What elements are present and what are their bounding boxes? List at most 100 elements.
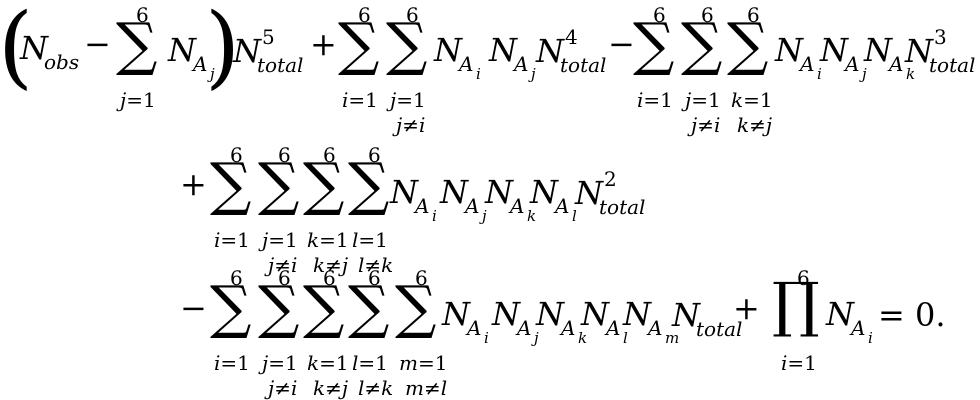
a-index: k (906, 65, 916, 83)
n-symbol: N (820, 31, 848, 69)
sum-equals: = (319, 228, 336, 252)
sum-cond-right: j (765, 113, 773, 137)
sum-start: 1 (759, 88, 773, 112)
sum-condition: m≠l (405, 378, 447, 398)
a-subscript: A (467, 316, 482, 340)
sum-lower-limit: k=1 (731, 90, 773, 110)
sum-not-equal: ≠ (423, 376, 441, 400)
a-index: l (623, 329, 628, 347)
minus-op: − (608, 25, 635, 63)
sum-equals: = (220, 228, 238, 252)
upper-six: 6 (358, 3, 371, 27)
n-symbol: N (485, 173, 513, 211)
upper-six: 6 (653, 3, 666, 27)
minus-op: − (180, 289, 207, 327)
a-subscript: A (800, 52, 815, 76)
sum-symbol: ∑ (633, 10, 675, 78)
sum-equals: = (691, 88, 708, 112)
n-total-symbol: N (233, 32, 261, 70)
sum-upper-limit: 6 (230, 268, 243, 288)
sum-symbol: ∑ (303, 150, 345, 218)
a-index: j (534, 329, 539, 347)
sum-lower-limit: j=1 (390, 90, 426, 110)
upper-six: 6 (415, 266, 428, 290)
sum-index: j (685, 88, 692, 112)
sum-upper-limit: 6 (323, 268, 336, 288)
sum-lower-limit: j=1 (685, 90, 721, 110)
sum-cond-left: j (396, 113, 403, 137)
sum-not-equal: ≠ (325, 253, 342, 277)
a-subscript: A (606, 316, 621, 340)
prod-symbol: ∏ (772, 270, 820, 340)
n-symbol: N (775, 31, 803, 69)
sum-symbol: ∑ (210, 273, 252, 341)
total-power: 5 (262, 25, 275, 49)
sum-start: 1 (237, 351, 250, 375)
sum-cond-left: k (313, 253, 326, 277)
total-power: 3 (934, 25, 947, 49)
sum-upper-limit: 6 (653, 5, 666, 25)
a-index: j (531, 65, 536, 83)
sum-condition: k≠j (313, 378, 348, 398)
upper-six: 6 (701, 3, 714, 27)
a-index: j (210, 65, 215, 83)
sum-not-equal: ≠ (697, 113, 714, 137)
a-subscript: A (193, 52, 208, 76)
sum-equals: = (220, 351, 238, 375)
sum-start: 1 (142, 88, 156, 112)
sum-start: 1 (375, 351, 388, 375)
sum-lower-limit: i=1 (342, 90, 378, 110)
a-index: j (862, 65, 867, 83)
sum-index: i (214, 228, 221, 252)
sum-symbol: ∑ (303, 273, 345, 341)
total-subscript: total (560, 53, 607, 77)
sum-start: 1 (237, 228, 250, 252)
sum-lower-limit: j=1 (262, 353, 298, 373)
sum-not-equal: ≠ (325, 376, 342, 400)
sum-not-equal: ≠ (274, 253, 291, 277)
sum-cond-right: i (418, 113, 426, 137)
n-symbol: N (168, 31, 196, 69)
sum-not-equal: ≠ (364, 253, 382, 277)
sum-not-equal: ≠ (364, 376, 382, 400)
sum-index: m (399, 351, 418, 375)
a-subscript: A (648, 316, 663, 340)
sum-cond-left: j (691, 113, 698, 137)
total-power: 4 (565, 25, 578, 49)
sum-start: 1 (365, 88, 378, 112)
upper-six: 6 (136, 3, 149, 27)
sum-equals: = (268, 228, 285, 252)
sum-condition: k≠j (737, 115, 772, 135)
sum-symbol: ∑ (681, 10, 723, 78)
a-index: m (665, 329, 680, 347)
upper-six: 6 (230, 266, 243, 290)
sum-lower-limit: m=1 (399, 353, 447, 373)
upper-six: 6 (797, 266, 810, 290)
upper-six: 6 (323, 266, 336, 290)
sum-start: 1 (660, 88, 673, 112)
a-subscript: A (555, 194, 570, 218)
sum-cond-left: l (358, 376, 365, 400)
a-subscript: A (561, 316, 576, 340)
a-subscript: A (845, 52, 860, 76)
sum-equals: = (743, 88, 760, 112)
sum-start: 1 (335, 351, 349, 375)
sum-index: j (262, 351, 269, 375)
sum-symbol: ∑ (386, 10, 428, 78)
sum-condition: j≠i (268, 255, 297, 275)
a-index: i (484, 329, 489, 347)
plus-op: + (310, 25, 337, 63)
sum-start: 1 (375, 228, 388, 252)
upper-six: 6 (368, 143, 381, 167)
a-subscript: A (851, 316, 866, 340)
prod-equals: = (787, 351, 805, 375)
a-index: i (476, 65, 481, 83)
prod-upper-limit: 6 (797, 268, 810, 288)
prod-start: 1 (804, 351, 817, 375)
sum-index: j (262, 228, 269, 252)
sum-condition: j≠i (396, 115, 425, 135)
n-symbol: N (536, 295, 564, 333)
sum-symbol: ∑ (258, 150, 300, 218)
sum-cond-right: i (290, 376, 298, 400)
